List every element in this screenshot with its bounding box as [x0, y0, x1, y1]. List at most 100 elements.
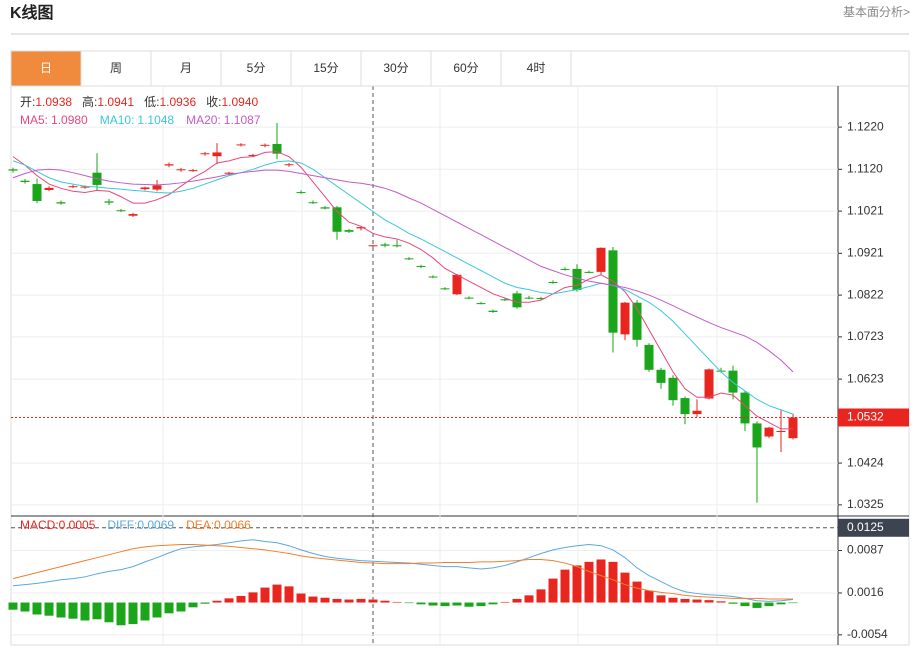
y-tick-label: 1.0723 — [847, 329, 884, 343]
candle-body — [356, 227, 366, 229]
macd-bar — [236, 595, 246, 603]
candle-body — [680, 398, 690, 415]
tab[interactable] — [360, 50, 432, 87]
candle-body — [608, 250, 618, 333]
candle-body — [692, 410, 702, 415]
candle-body — [644, 344, 654, 370]
macd-bar — [728, 602, 738, 604]
macd-bar — [152, 602, 162, 618]
macd-bar — [404, 602, 414, 604]
candle-body — [416, 265, 426, 267]
tab[interactable] — [150, 50, 222, 87]
readout-value: 1.1087 — [224, 113, 261, 127]
tab[interactable] — [10, 50, 82, 87]
tab-label[interactable]: 4时 — [527, 61, 546, 75]
readout-label: MA10: — [100, 113, 135, 127]
readout-value: 1.1048 — [137, 113, 174, 127]
y-tick-label: 1.0822 — [847, 287, 884, 301]
y-tick-label: 1.0325 — [847, 497, 884, 511]
macd-bar — [344, 599, 354, 603]
tab[interactable] — [430, 50, 502, 87]
candle-body — [128, 214, 138, 216]
candle-body — [380, 244, 390, 246]
tab-label[interactable]: 周 — [110, 61, 122, 75]
macd-bar — [116, 602, 126, 626]
candle-body — [68, 186, 78, 188]
tab-label[interactable]: 15分 — [313, 61, 338, 75]
tab-label[interactable]: 日 — [40, 61, 52, 75]
candle-body — [404, 258, 414, 260]
candle-body — [524, 297, 534, 299]
macd-bar — [44, 602, 54, 616]
macd-bar — [704, 600, 714, 603]
macd-bar — [92, 602, 102, 620]
tab-label[interactable]: 月 — [180, 61, 192, 75]
macd-bar — [368, 599, 378, 603]
macd-bar — [32, 602, 42, 615]
macd-bar — [380, 600, 390, 603]
readout-label: MACD: — [20, 518, 59, 532]
tab[interactable] — [220, 50, 292, 87]
tab[interactable] — [290, 50, 362, 87]
macd-bar — [56, 602, 66, 618]
macd-bar — [788, 602, 798, 604]
candle-body — [308, 202, 318, 204]
macd-bar — [164, 602, 174, 614]
macd-bar — [248, 592, 258, 603]
readout-value: 1.0941 — [97, 95, 134, 109]
readout-value: 0.0069 — [137, 518, 174, 532]
macd-bar — [752, 602, 762, 608]
candle-body — [752, 423, 762, 448]
tab-label[interactable]: 60分 — [453, 61, 478, 75]
macd-bar — [608, 561, 618, 603]
macd-bar — [512, 598, 522, 603]
readout-value: 0.0005 — [59, 518, 96, 532]
tab[interactable] — [500, 50, 572, 87]
macd-bar — [452, 602, 462, 606]
readout-value: 0.0066 — [214, 518, 251, 532]
macd-bar — [20, 602, 30, 612]
tab-label[interactable]: 30分 — [383, 61, 408, 75]
candle-body — [116, 210, 126, 212]
macd-bar — [440, 602, 450, 607]
candle-body — [620, 302, 630, 335]
candle-body — [716, 370, 726, 372]
y-tick-label: 1.0623 — [847, 371, 884, 385]
macd-bar — [188, 602, 198, 608]
macd-bar — [260, 587, 270, 603]
macd-bar — [620, 572, 630, 603]
candle-body — [260, 144, 270, 146]
ma-line — [12, 168, 794, 373]
fundamental-link[interactable]: 基本面分析> — [843, 5, 910, 19]
candle-body — [476, 303, 486, 305]
macd-bar — [680, 598, 690, 603]
candle-body — [140, 187, 150, 190]
macd-bar — [212, 600, 222, 603]
macd-bar — [488, 602, 498, 605]
y-tick-label: 0.0087 — [847, 543, 884, 557]
candle-body — [332, 207, 342, 232]
y-tick-label: 1.1120 — [847, 161, 883, 175]
candle-body — [560, 268, 570, 270]
tab-label[interactable]: 5分 — [247, 61, 266, 75]
readout-label: 低: — [144, 95, 159, 109]
candle-body — [788, 417, 798, 439]
candle-body — [152, 185, 162, 190]
candle-body — [452, 274, 462, 295]
y-tick-label: 0.0016 — [847, 585, 884, 599]
macd-bar — [140, 602, 150, 621]
macd-bar — [572, 565, 582, 603]
macd-bar — [668, 597, 678, 603]
readout-label: 高: — [82, 94, 97, 109]
candle-body — [212, 152, 222, 157]
macd-bar — [764, 602, 774, 607]
last-price-tag — [838, 408, 909, 427]
candle-body — [20, 180, 30, 182]
candle-body — [80, 186, 90, 188]
candle-body — [728, 370, 738, 393]
macd-bar — [476, 602, 486, 607]
macd-line — [12, 544, 793, 600]
candle-body — [740, 392, 750, 424]
macd-bar — [224, 598, 234, 603]
